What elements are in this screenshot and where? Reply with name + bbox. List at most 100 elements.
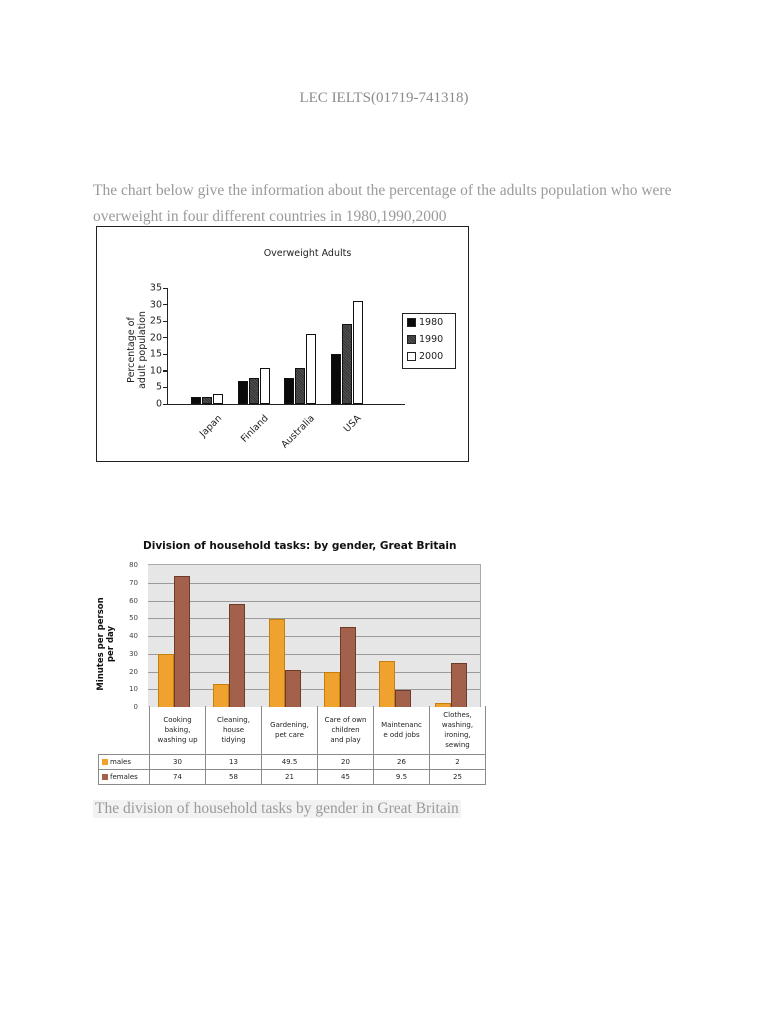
legend-label: 2000 xyxy=(419,351,444,362)
table-cell: 13 xyxy=(205,754,262,770)
category-label-line: baking, xyxy=(164,726,191,734)
series-name: males xyxy=(110,758,132,766)
chart-caption: The division of household tasks by gende… xyxy=(93,800,461,818)
y-tick-label: 50 xyxy=(129,614,138,623)
y-tick-label: 10 xyxy=(149,365,162,377)
y-tick-label: 20 xyxy=(149,332,162,344)
bar-males xyxy=(213,683,230,707)
table-row: males 30 13 49.5 20 26 2 xyxy=(98,754,486,770)
table-cell: 25 xyxy=(429,769,486,785)
gridline xyxy=(148,600,480,602)
gridline xyxy=(148,671,480,673)
legend-swatch xyxy=(102,759,108,765)
y-tick-label: 70 xyxy=(129,578,138,587)
category-label-line: and play xyxy=(330,736,361,744)
legend-swatch xyxy=(407,335,416,344)
bar-males xyxy=(324,671,340,707)
category-label: Clothes, washing, ironing, sewing xyxy=(429,706,486,755)
category-label-line: washing, xyxy=(441,721,474,729)
intro-line-1: The chart below give the information abo… xyxy=(93,182,672,199)
table-cell: 2 xyxy=(429,754,486,770)
y-tick-label: 20 xyxy=(129,667,138,676)
intro-line-2: overweight in four different countries i… xyxy=(93,208,447,225)
category-label-line: Maintenanc xyxy=(381,721,422,729)
bar-1990 xyxy=(202,397,212,404)
bar-1980 xyxy=(331,354,341,404)
bar-1990 xyxy=(295,367,305,404)
x-tick-label: Japan xyxy=(197,413,224,440)
plot-area: 35 30 25 20 15 10 5 0 xyxy=(150,283,405,410)
table-cell: 26 xyxy=(373,754,430,770)
table-cell: 74 xyxy=(149,769,206,785)
chart-title: Overweight Adults xyxy=(263,248,352,259)
table-cell: 21 xyxy=(261,769,318,785)
table-cell: 9.5 xyxy=(373,769,430,785)
legend-label: 1990 xyxy=(419,334,444,345)
category-label-line: Cooking xyxy=(163,716,192,724)
y-tick-label: 40 xyxy=(129,632,138,640)
y-tick-label: 25 xyxy=(149,315,162,327)
plot-area: 80 70 60 50 40 30 20 10 0 xyxy=(129,561,481,711)
y-axis-label: Percentage of adult population xyxy=(126,311,148,389)
category-label-line: pet care xyxy=(275,731,304,739)
y-tick-mark xyxy=(163,337,168,339)
bar-females xyxy=(395,690,412,707)
category-label-line: children xyxy=(331,726,360,734)
bar-2000 xyxy=(213,394,223,404)
category-label-line: sewing xyxy=(445,741,470,749)
bar-2000 xyxy=(353,301,363,404)
category-label-line: Clothes, xyxy=(443,711,472,719)
legend-item: 1990 xyxy=(403,331,455,348)
y-tick-label: 10 xyxy=(129,685,138,694)
legend-item: 1980 xyxy=(403,314,455,331)
y-tick-label: 30 xyxy=(129,649,138,658)
y-tick-mark xyxy=(163,320,168,322)
y-tick-label: 0 xyxy=(155,398,162,410)
y-tick-label: 60 xyxy=(129,596,138,605)
legend-swatch xyxy=(407,318,416,327)
bar-males xyxy=(434,703,451,707)
category-label-line: tidying xyxy=(221,736,246,744)
category-label-line: Gardening, xyxy=(270,721,309,729)
category-label-line: Care of own xyxy=(324,716,367,724)
series-legend: females xyxy=(98,769,150,785)
category-label-line: washing up xyxy=(157,736,198,744)
bar-1980 xyxy=(284,377,294,404)
bar-females xyxy=(229,604,246,707)
series-name: females xyxy=(110,773,138,781)
y-tick-mark xyxy=(163,353,168,355)
gridline xyxy=(148,618,480,620)
table-cell: 30 xyxy=(149,754,206,770)
bar-1990 xyxy=(342,324,352,404)
category-label: Cleaning, house tidying xyxy=(205,706,262,755)
gridline xyxy=(148,653,480,655)
bar-females xyxy=(450,662,467,707)
y-tick-mark xyxy=(163,386,168,389)
category-label-line: Cleaning, xyxy=(217,716,250,724)
gridline xyxy=(148,689,480,691)
y-tick-mark xyxy=(163,304,168,306)
table-row: females 74 58 21 45 9.5 25 xyxy=(98,769,486,785)
legend-label: 1980 xyxy=(419,317,444,328)
bar-1980 xyxy=(238,380,248,404)
x-tick-label: USA xyxy=(342,413,364,435)
bar-females xyxy=(340,627,356,707)
bar-1990 xyxy=(249,377,259,404)
document-header-title: LEC IELTS(01719-741318) xyxy=(299,90,469,106)
intro-paragraph: The chart below give the information abo… xyxy=(93,178,693,230)
table-cell: 45 xyxy=(317,769,374,785)
table-corner xyxy=(98,706,150,755)
category-label: Care of own children and play xyxy=(317,706,374,755)
y-tick-mark xyxy=(163,287,168,289)
bar-2000 xyxy=(306,334,316,404)
y-tick-mark xyxy=(163,370,168,372)
y-tick-label: 15 xyxy=(149,348,162,360)
category-label: Cooking baking, washing up xyxy=(149,706,206,755)
table-cell: 20 xyxy=(317,754,374,770)
bar-1980 xyxy=(191,397,201,404)
category-label: Maintenanc e odd jobs xyxy=(373,706,430,755)
bar-males xyxy=(158,653,174,707)
y-tick-label: 30 xyxy=(149,299,162,311)
gridline xyxy=(148,582,480,584)
table-cell: 58 xyxy=(205,769,262,785)
